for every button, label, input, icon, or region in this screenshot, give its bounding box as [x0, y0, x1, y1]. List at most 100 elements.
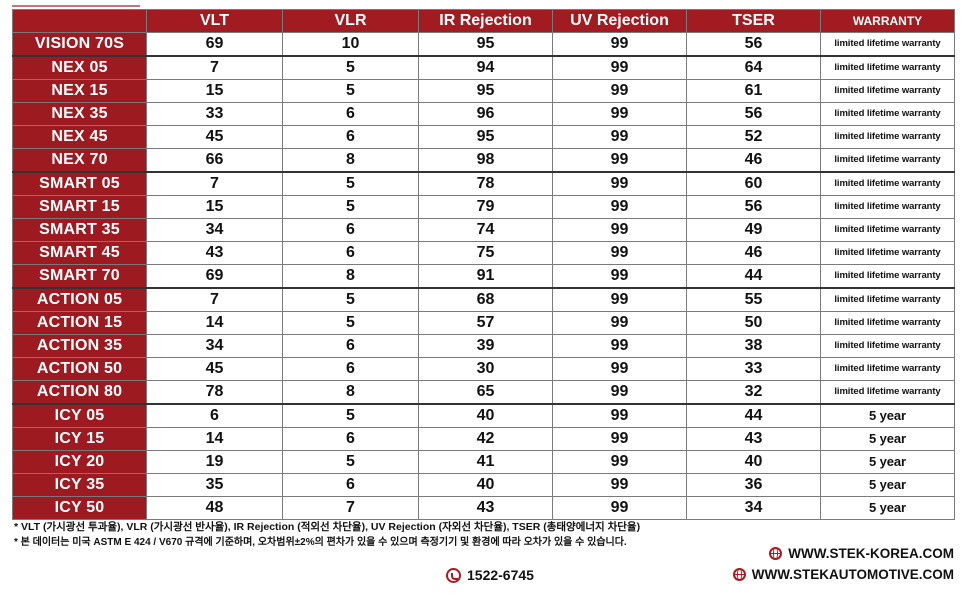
header-vlr: VLR	[282, 9, 419, 33]
table-body: VISION 70S 69 10 95 99 56 limited lifetime war…	[12, 32, 955, 520]
vlr-cell: 6	[282, 218, 419, 242]
uv-cell: 99	[552, 496, 687, 520]
ir-cell: 30	[418, 357, 553, 381]
model-name-cell: ACTION 15	[12, 311, 147, 335]
phone-contact[interactable]: 1522-6745	[446, 567, 534, 583]
tser-cell: 56	[686, 102, 821, 126]
website-stek-automotive-text: WWW.STEKAUTOMOTIVE.COM	[751, 567, 954, 582]
tser-cell: 52	[686, 125, 821, 149]
ir-cell: 57	[418, 311, 553, 335]
vlr-cell: 6	[282, 473, 419, 497]
footnote-abbreviations: * VLT (가시광선 투과율), VLR (가시광선 반사율), IR Rej…	[14, 521, 641, 533]
uv-cell: 99	[552, 171, 687, 196]
warranty-cell: limited lifetime warranty	[820, 334, 955, 358]
website-link-stek-korea[interactable]: WWW.STEK-KOREA.COM	[769, 546, 954, 561]
ir-cell: 79	[418, 195, 553, 219]
model-name-cell: SMART 35	[12, 218, 147, 242]
model-name-cell: NEX 15	[12, 79, 147, 103]
model-name-cell: ICY 35	[12, 473, 147, 497]
warranty-cell: 5 year	[820, 496, 955, 520]
website-link-stek-automotive[interactable]: WWW.STEKAUTOMOTIVE.COM	[732, 567, 954, 582]
ir-cell: 39	[418, 334, 553, 358]
table-row: VISION 70S 69 10 95 99 56 limited lifetime war…	[12, 32, 955, 57]
uv-cell: 99	[552, 357, 687, 381]
vlt-cell: 48	[146, 496, 283, 520]
warranty-cell: limited lifetime warranty	[820, 218, 955, 242]
vlr-cell: 5	[282, 79, 419, 103]
vlt-cell: 69	[146, 264, 283, 289]
table-row: SMART 35 34 6 74 99 49 limited lifetime warran…	[12, 218, 955, 242]
uv-cell: 99	[552, 427, 687, 451]
table-row: ACTION 15 14 5 57 99 50 limited lifetime warra…	[12, 311, 955, 335]
warranty-cell: 5 year	[820, 473, 955, 497]
uv-cell: 99	[552, 334, 687, 358]
model-name-cell: SMART 15	[12, 195, 147, 219]
model-name-cell: ICY 50	[12, 496, 147, 520]
table-header-row: VLT VLR IR Rejection UV Rejection TSER W…	[12, 9, 955, 33]
ir-cell: 78	[418, 171, 553, 196]
vlt-cell: 35	[146, 473, 283, 497]
vlt-cell: 14	[146, 427, 283, 451]
vlr-cell: 6	[282, 357, 419, 381]
vlr-cell: 5	[282, 403, 419, 428]
warranty-cell: limited lifetime warranty	[820, 125, 955, 149]
table-row: SMART 45 43 6 75 99 46 limited lifetime warran…	[12, 241, 955, 265]
table-row: ICY 20 19 5 41 99 40 5 year	[12, 450, 955, 474]
model-name-cell: SMART 70	[12, 264, 147, 289]
warranty-cell: limited lifetime warranty	[820, 311, 955, 335]
vlt-cell: 7	[146, 287, 283, 312]
table-row: NEX 05 7 5 94 99 64 limited lifetime warranty	[12, 55, 955, 80]
tser-cell: 44	[686, 403, 821, 428]
warranty-cell: 5 year	[820, 450, 955, 474]
ir-cell: 74	[418, 218, 553, 242]
warranty-cell: limited lifetime warranty	[820, 380, 955, 405]
warranty-cell: limited lifetime warranty	[820, 32, 955, 57]
tser-cell: 43	[686, 427, 821, 451]
uv-cell: 99	[552, 403, 687, 428]
vlr-cell: 8	[282, 380, 419, 405]
uv-cell: 99	[552, 264, 687, 289]
ir-cell: 98	[418, 148, 553, 173]
top-strip-fragment	[0, 0, 966, 9]
model-name-cell: SMART 05	[12, 171, 147, 196]
uv-cell: 99	[552, 218, 687, 242]
warranty-cell: 5 year	[820, 403, 955, 428]
header-tser: TSER	[686, 9, 821, 33]
table-row: NEX 45 45 6 95 99 52 limited lifetime warranty	[12, 125, 955, 149]
vlr-cell: 6	[282, 427, 419, 451]
model-name-cell: NEX 45	[12, 125, 147, 149]
uv-cell: 99	[552, 473, 687, 497]
uv-cell: 99	[552, 380, 687, 405]
vlt-cell: 19	[146, 450, 283, 474]
tser-cell: 55	[686, 287, 821, 312]
vlt-cell: 34	[146, 218, 283, 242]
vlt-cell: 45	[146, 125, 283, 149]
table-row: ICY 15 14 6 42 99 43 5 year	[12, 427, 955, 451]
warranty-cell: limited lifetime warranty	[820, 79, 955, 103]
uv-cell: 99	[552, 195, 687, 219]
vlr-cell: 5	[282, 171, 419, 196]
tser-cell: 46	[686, 148, 821, 173]
model-name-cell: SMART 45	[12, 241, 147, 265]
vlt-cell: 43	[146, 241, 283, 265]
vlt-cell: 7	[146, 171, 283, 196]
table-row: ICY 35 35 6 40 99 36 5 year	[12, 473, 955, 497]
warranty-cell: limited lifetime warranty	[820, 195, 955, 219]
vlr-cell: 5	[282, 55, 419, 80]
uv-cell: 99	[552, 148, 687, 173]
vlr-cell: 5	[282, 195, 419, 219]
header-ir-rejection: IR Rejection	[418, 9, 553, 33]
model-name-cell: ACTION 80	[12, 380, 147, 405]
ir-cell: 68	[418, 287, 553, 312]
uv-cell: 99	[552, 241, 687, 265]
vlt-cell: 14	[146, 311, 283, 335]
uv-cell: 99	[552, 55, 687, 80]
model-name-cell: ACTION 05	[12, 287, 147, 312]
warranty-cell: limited lifetime warranty	[820, 264, 955, 289]
vlt-cell: 34	[146, 334, 283, 358]
ir-cell: 40	[418, 473, 553, 497]
model-name-cell: NEX 35	[12, 102, 147, 126]
tser-cell: 34	[686, 496, 821, 520]
vlr-cell: 8	[282, 148, 419, 173]
table-row: ICY 50 48 7 43 99 34 5 year	[12, 496, 955, 520]
